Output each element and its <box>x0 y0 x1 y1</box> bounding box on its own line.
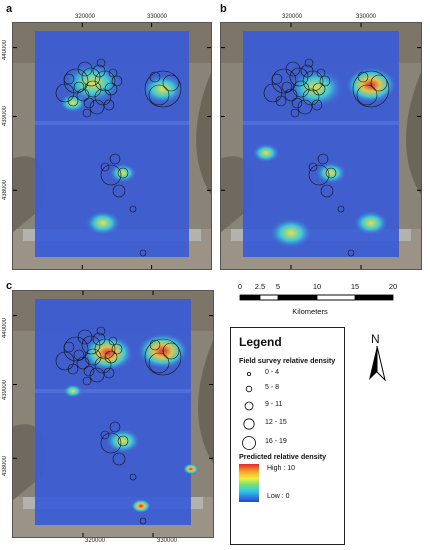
field-item-12-15: 12 - 15 <box>265 419 287 426</box>
x-tick-c-1: 320000 <box>85 538 106 544</box>
field-symbol-9-11 <box>244 401 254 411</box>
field-item-5-8: 5 - 8 <box>265 384 280 391</box>
panel-letter-b: b <box>220 3 227 15</box>
north-arrow-icon <box>369 346 386 382</box>
predicted-low-label: Low : 0 <box>267 493 290 500</box>
scale-unit: Kilometers <box>292 307 328 316</box>
panel-letter-a: a <box>6 3 13 15</box>
y-tick-c-2: 439000 <box>2 380 8 401</box>
field-item-0-4: 0 - 4 <box>265 369 280 376</box>
scale-tick-20: 20 <box>388 282 398 291</box>
north-arrow: N <box>362 332 392 382</box>
field-symbol-12-15 <box>243 418 255 430</box>
field-symbol-0-4 <box>246 372 251 377</box>
field-item-16-19: 16 - 19 <box>265 438 287 445</box>
y-tick-a-3: 438000 <box>2 180 8 201</box>
x-tick-b-1: 320000 <box>282 14 303 20</box>
north-label: N <box>371 332 380 346</box>
x-tick-b-2: 330000 <box>356 14 377 20</box>
x-tick-a-2: 330000 <box>147 14 168 20</box>
map-panel-b <box>220 22 422 270</box>
field-item-9-11: 9 - 11 <box>265 401 283 408</box>
predicted-high-label: High : 10 <box>267 465 296 472</box>
x-tick-a-1: 320000 <box>75 14 96 20</box>
scale-bar: 0 2.5 5 10 15 20 Kilometers <box>226 282 406 322</box>
field-symbol-5-8 <box>245 385 253 393</box>
scale-tick-15: 15 <box>350 282 360 291</box>
legend-title: Legend <box>239 335 282 349</box>
y-tick-c-1: 440000 <box>2 318 8 339</box>
map-panel-c <box>12 290 214 538</box>
map-panel-a <box>12 22 212 270</box>
scale-tick-5: 5 <box>275 282 281 291</box>
scale-tick-0: 0 <box>237 282 243 291</box>
field-survey-symbols <box>242 372 256 450</box>
field-symbol-16-19 <box>242 436 256 450</box>
scale-tick-10: 10 <box>312 282 322 291</box>
legend-box: Legend Field survey relative density 0 -… <box>230 327 345 545</box>
predicted-title: Predicted relative density <box>239 452 327 461</box>
scale-tick-2-5: 2.5 <box>254 282 266 291</box>
scale-bar-graphic <box>239 294 394 301</box>
y-tick-a-1: 440000 <box>2 40 8 61</box>
panel-letter-c: c <box>6 280 13 292</box>
predicted-color-ramp <box>239 464 259 502</box>
field-survey-title: Field survey relative density <box>239 356 336 365</box>
x-tick-c-2: 330000 <box>157 538 178 544</box>
y-tick-a-2: 439000 <box>2 106 8 127</box>
y-tick-c-3: 438000 <box>2 456 8 477</box>
